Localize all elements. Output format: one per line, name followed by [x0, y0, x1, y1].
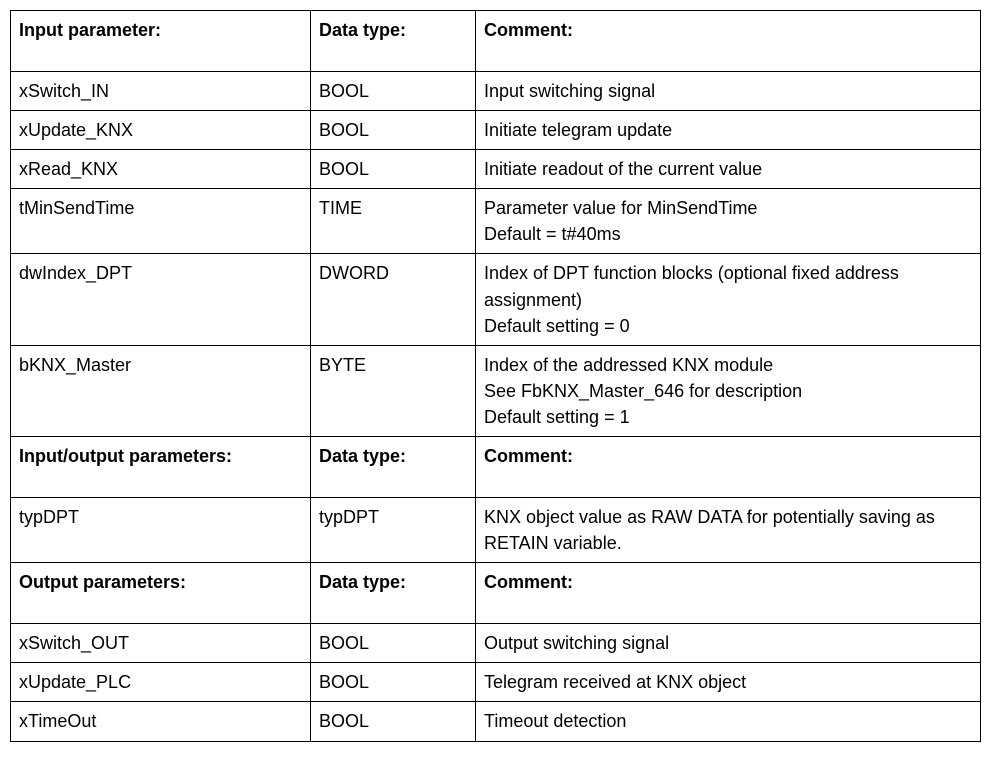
- table-row: xSwitch_OUTBOOL Output switching signal: [11, 624, 981, 663]
- param-name-cell: typDPT: [11, 498, 311, 563]
- data-type-cell: TIME: [311, 189, 476, 254]
- comment-line: Default setting = 1: [484, 404, 972, 430]
- comment-line: Output switching signal: [484, 630, 972, 656]
- comment-line: Input switching signal: [484, 78, 972, 104]
- data-type-cell: typDPT: [311, 498, 476, 563]
- comment-cell: Telegram received at KNX object: [476, 663, 981, 702]
- table-row: bKNX_MasterBYTEIndex of the addressed KN…: [11, 345, 981, 436]
- comment-line: Parameter value for MinSendTime: [484, 195, 972, 221]
- section-header-cell: Comment:: [476, 437, 981, 498]
- data-type-cell: BOOL: [311, 111, 476, 150]
- comment-cell: Initiate readout of the current value: [476, 150, 981, 189]
- comment-line: Index of the addressed KNX module: [484, 352, 972, 378]
- data-type-cell: BYTE: [311, 345, 476, 436]
- comment-cell: Input switching signal: [476, 72, 981, 111]
- param-name-cell: bKNX_Master: [11, 345, 311, 436]
- table-row: xTimeOutBOOL Timeout detection: [11, 702, 981, 741]
- comment-line: Timeout detection: [484, 708, 972, 734]
- parameter-table: Input parameter:Data type:Comment:xSwitc…: [10, 10, 981, 742]
- comment-cell: Timeout detection: [476, 702, 981, 741]
- comment-line: Initiate readout of the current value: [484, 156, 972, 182]
- param-name-cell: xSwitch_OUT: [11, 624, 311, 663]
- param-name-cell: xSwitch_IN: [11, 72, 311, 111]
- comment-line: See FbKNX_Master_646 for description: [484, 378, 972, 404]
- section-header-cell: Data type:: [311, 11, 476, 72]
- section-header-cell: Comment:: [476, 11, 981, 72]
- table-row: xUpdate_PLCBOOL Telegram received at KNX …: [11, 663, 981, 702]
- comment-line: Index of DPT function blocks (optional f…: [484, 260, 972, 312]
- comment-cell: Index of the addressed KNX moduleSee FbK…: [476, 345, 981, 436]
- comment-cell: KNX object value as RAW DATA for potenti…: [476, 498, 981, 563]
- comment-cell: Parameter value for MinSendTimeDefault =…: [476, 189, 981, 254]
- table-row: xUpdate_KNXBOOL Initiate telegram update: [11, 111, 981, 150]
- table-row: dwIndex_DPTDWORDIndex of DPT function bl…: [11, 254, 981, 345]
- table-row: xSwitch_INBOOL Input switching signal: [11, 72, 981, 111]
- param-name-cell: dwIndex_DPT: [11, 254, 311, 345]
- param-name-cell: xRead_KNX: [11, 150, 311, 189]
- comment-line: Default setting = 0: [484, 313, 972, 339]
- section-header-cell: Output parameters:: [11, 563, 311, 624]
- comment-line: Telegram received at KNX object: [484, 669, 972, 695]
- table-row: tMinSendTimeTIMEParameter value for MinS…: [11, 189, 981, 254]
- table-row: xRead_KNXBOOL Initiate readout of the cur…: [11, 150, 981, 189]
- section-header-cell: Data type:: [311, 437, 476, 498]
- data-type-cell: BOOL: [311, 624, 476, 663]
- section-header-cell: Data type:: [311, 563, 476, 624]
- comment-line: KNX object value as RAW DATA for potenti…: [484, 504, 972, 556]
- param-name-cell: xTimeOut: [11, 702, 311, 741]
- comment-cell: Index of DPT function blocks (optional f…: [476, 254, 981, 345]
- section-header-cell: Input/output parameters:: [11, 437, 311, 498]
- comment-line: Initiate telegram update: [484, 117, 972, 143]
- comment-cell: Output switching signal: [476, 624, 981, 663]
- section-header-cell: Input parameter:: [11, 11, 311, 72]
- data-type-cell: BOOL: [311, 702, 476, 741]
- param-name-cell: tMinSendTime: [11, 189, 311, 254]
- data-type-cell: DWORD: [311, 254, 476, 345]
- data-type-cell: BOOL: [311, 663, 476, 702]
- param-name-cell: xUpdate_KNX: [11, 111, 311, 150]
- comment-cell: Initiate telegram update: [476, 111, 981, 150]
- table-row: typDPTtypDPTKNX object value as RAW DATA…: [11, 498, 981, 563]
- param-name-cell: xUpdate_PLC: [11, 663, 311, 702]
- data-type-cell: BOOL: [311, 150, 476, 189]
- comment-line: Default = t#40ms: [484, 221, 972, 247]
- section-header-cell: Comment:: [476, 563, 981, 624]
- data-type-cell: BOOL: [311, 72, 476, 111]
